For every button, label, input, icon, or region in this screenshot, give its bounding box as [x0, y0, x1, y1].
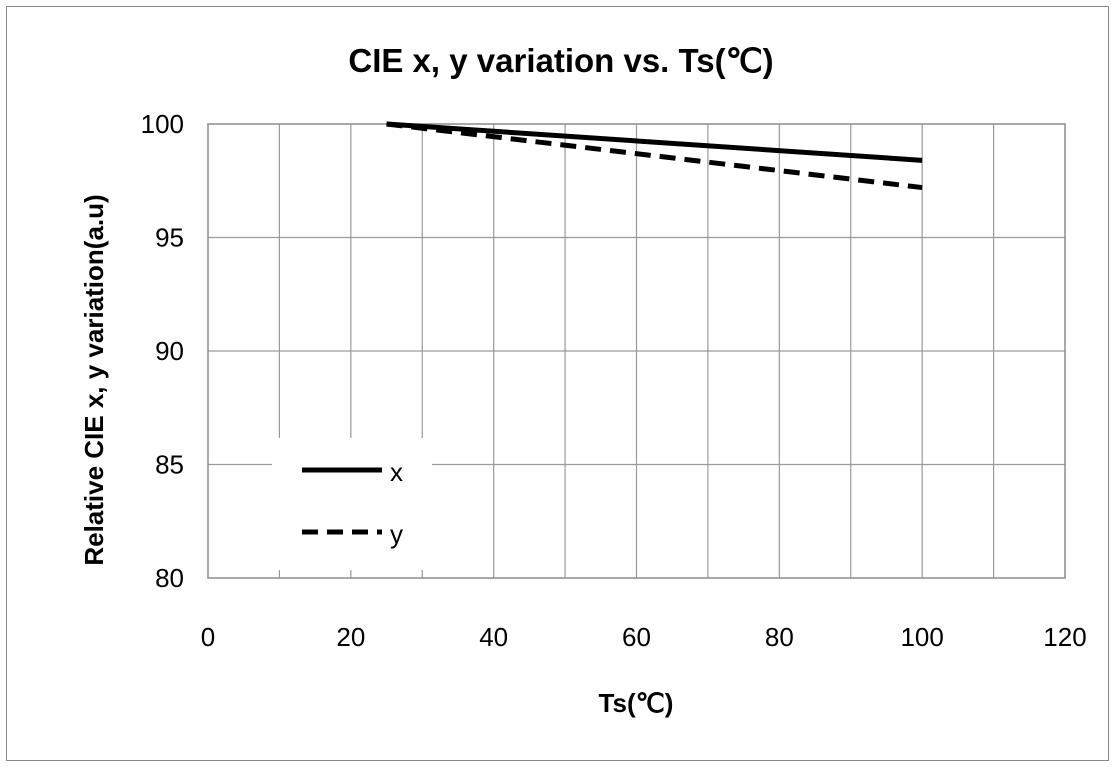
- y-tick-label: 95: [155, 223, 184, 253]
- chart-title: CIE x, y variation vs. Ts(℃): [348, 42, 773, 79]
- legend: xy: [272, 438, 432, 570]
- chart-frame: [6, 6, 1109, 761]
- x-tick-label: 100: [900, 622, 943, 652]
- x-tick-label: 20: [336, 622, 365, 652]
- y-axis-ticks: 80 85 90 95 100: [141, 109, 184, 593]
- y-tick-label: 100: [141, 109, 184, 139]
- x-tick-label: 0: [201, 622, 215, 652]
- y-tick-label: 85: [155, 450, 184, 480]
- plot-area-border: [207, 123, 1066, 579]
- x-tick-label: 120: [1043, 622, 1086, 652]
- x-tick-label: 40: [479, 622, 508, 652]
- x-axis-title: Ts(℃): [599, 688, 674, 718]
- series-line-y: [386, 121, 923, 191]
- y-tick-label: 80: [155, 563, 184, 593]
- series-lines: [386, 121, 923, 191]
- y-axis-title: Relative CIE x, y variation(a.u): [79, 194, 109, 565]
- series-line-x: [386, 121, 923, 163]
- legend-label-y: y: [390, 519, 403, 549]
- legend-box: [272, 438, 432, 570]
- x-axis-ticks: 0 20 40 60 80 100 120: [201, 622, 1087, 652]
- legend-label-x: x: [390, 457, 403, 487]
- x-tick-label: 80: [765, 622, 794, 652]
- x-tick-label: 60: [622, 622, 651, 652]
- y-tick-label: 90: [155, 336, 184, 366]
